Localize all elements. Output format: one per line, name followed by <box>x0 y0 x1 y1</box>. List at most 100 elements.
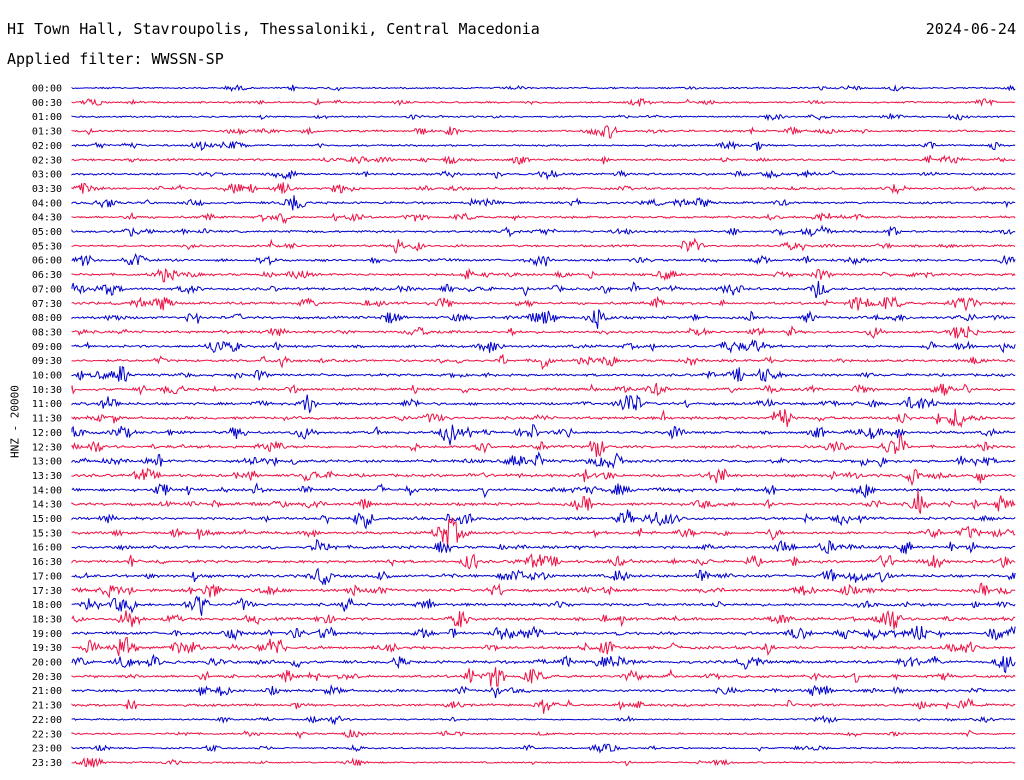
trace-row-0800 <box>71 309 1016 329</box>
time-tick-label: 21:30 <box>32 701 62 712</box>
time-tick-label: 16:00 <box>32 543 62 554</box>
time-tick-label: 14:30 <box>32 500 62 511</box>
time-tick-label: 18:30 <box>32 614 62 625</box>
trace-row-1130 <box>71 408 1016 429</box>
time-tick-label: 04:00 <box>32 198 62 209</box>
time-tick-label: 20:00 <box>32 658 62 669</box>
time-tick-label: 04:30 <box>32 213 62 224</box>
filter-label: Applied filter: WWSSN-SP <box>7 50 224 68</box>
time-tick-label: 22:30 <box>32 729 62 740</box>
time-tick-label: 21:00 <box>32 686 62 697</box>
time-tick-label: 09:30 <box>32 356 62 367</box>
time-tick-label: 00:30 <box>32 98 62 109</box>
time-tick-label: 23:00 <box>32 744 62 755</box>
trace-row-2130 <box>71 697 1016 714</box>
trace-row-1100 <box>71 394 1016 414</box>
trace-row-1300 <box>71 451 1016 470</box>
time-tick-label: 13:00 <box>32 457 62 468</box>
time-tick-label: 03:00 <box>32 170 62 181</box>
trace-row-2300 <box>71 743 1016 754</box>
trace-row-2100 <box>71 684 1016 699</box>
time-tick-label: 17:00 <box>32 571 62 582</box>
time-tick-label: 11:00 <box>32 399 62 410</box>
time-tick-label: 19:30 <box>32 643 62 654</box>
trace-row-0000 <box>71 84 1016 93</box>
time-tick-label: 05:00 <box>32 227 62 238</box>
time-tick-label: 15:30 <box>32 528 62 539</box>
trace-row-0530 <box>71 237 1016 254</box>
trace-row-0300 <box>71 169 1016 181</box>
trace-row-0230 <box>71 154 1016 165</box>
trace-row-0330 <box>71 182 1016 195</box>
trace-row-0600 <box>71 253 1016 268</box>
station-title: HI Town Hall, Stavroupolis, Thessaloniki… <box>7 20 540 38</box>
trace-row-1400 <box>71 482 1016 499</box>
trace-row-1330 <box>71 467 1016 487</box>
trace-row-1030 <box>71 382 1016 397</box>
trace-row-1800 <box>71 595 1016 616</box>
time-tick-label: 12:00 <box>32 428 62 439</box>
time-tick-label: 14:00 <box>32 485 62 496</box>
time-tick-label: 03:30 <box>32 184 62 195</box>
time-tick-label: 02:00 <box>32 141 62 152</box>
time-tick-label: 00:00 <box>32 84 62 95</box>
trace-row-0900 <box>71 338 1016 354</box>
time-tick-label: 13:30 <box>32 471 62 482</box>
time-tick-label: 22:00 <box>32 715 62 726</box>
trace-row-1600 <box>71 538 1016 555</box>
trace-row-2200 <box>71 714 1016 726</box>
date-label: 2024-06-24 <box>925 20 1016 38</box>
time-tick-label: 01:00 <box>32 112 62 123</box>
trace-row-0700 <box>71 280 1016 299</box>
trace-row-1500 <box>71 509 1016 530</box>
trace-row-1430 <box>71 489 1016 514</box>
trace-row-1530 <box>71 517 1016 548</box>
time-tick-label: 08:30 <box>32 327 62 338</box>
trace-row-1200 <box>71 424 1016 446</box>
trace-row-0030 <box>71 97 1016 107</box>
trace-row-0130 <box>71 125 1016 139</box>
time-tick-label: 11:30 <box>32 414 62 425</box>
time-tick-label: 07:30 <box>32 299 62 310</box>
time-tick-label: 12:30 <box>32 442 62 453</box>
trace-row-0730 <box>71 295 1016 312</box>
trace-row-1700 <box>71 567 1016 586</box>
trace-row-1930 <box>71 637 1016 656</box>
time-tick-label: 20:30 <box>32 672 62 683</box>
trace-row-1730 <box>71 582 1016 599</box>
trace-row-0400 <box>71 195 1016 211</box>
time-tick-label: 15:00 <box>32 514 62 525</box>
trace-row-2030 <box>71 667 1016 687</box>
time-tick-label: 05:30 <box>32 241 62 252</box>
trace-row-2000 <box>71 653 1016 674</box>
time-tick-label: 19:00 <box>32 629 62 640</box>
time-tick-label: 17:30 <box>32 586 62 597</box>
trace-row-0100 <box>71 113 1016 122</box>
time-tick-label: 02:30 <box>32 155 62 166</box>
time-tick-label: 10:30 <box>32 385 62 396</box>
trace-row-0500 <box>71 224 1016 238</box>
time-tick-label: 01:30 <box>32 127 62 138</box>
time-tick-label: 16:30 <box>32 557 62 568</box>
trace-row-0930 <box>71 354 1016 371</box>
time-tick-label: 23:30 <box>32 758 62 769</box>
trace-row-0630 <box>71 267 1016 283</box>
trace-row-0200 <box>71 140 1016 152</box>
trace-row-1000 <box>71 365 1016 383</box>
trace-row-1900 <box>71 625 1016 642</box>
trace-row-0430 <box>71 211 1016 225</box>
trace-row-1230 <box>71 433 1016 458</box>
time-tick-label: 10:00 <box>32 371 62 382</box>
time-tick-label: 06:00 <box>32 256 62 267</box>
time-tick-label: 18:00 <box>32 600 62 611</box>
trace-row-0830 <box>71 325 1016 340</box>
time-tick-label: 08:00 <box>32 313 62 324</box>
trace-row-2330 <box>71 757 1016 768</box>
time-tick-label: 06:30 <box>32 270 62 281</box>
trace-row-2230 <box>71 729 1016 740</box>
time-tick-label: 09:00 <box>32 342 62 353</box>
trace-row-1630 <box>71 553 1016 570</box>
trace-row-1830 <box>71 609 1016 630</box>
time-tick-label: 07:00 <box>32 284 62 295</box>
